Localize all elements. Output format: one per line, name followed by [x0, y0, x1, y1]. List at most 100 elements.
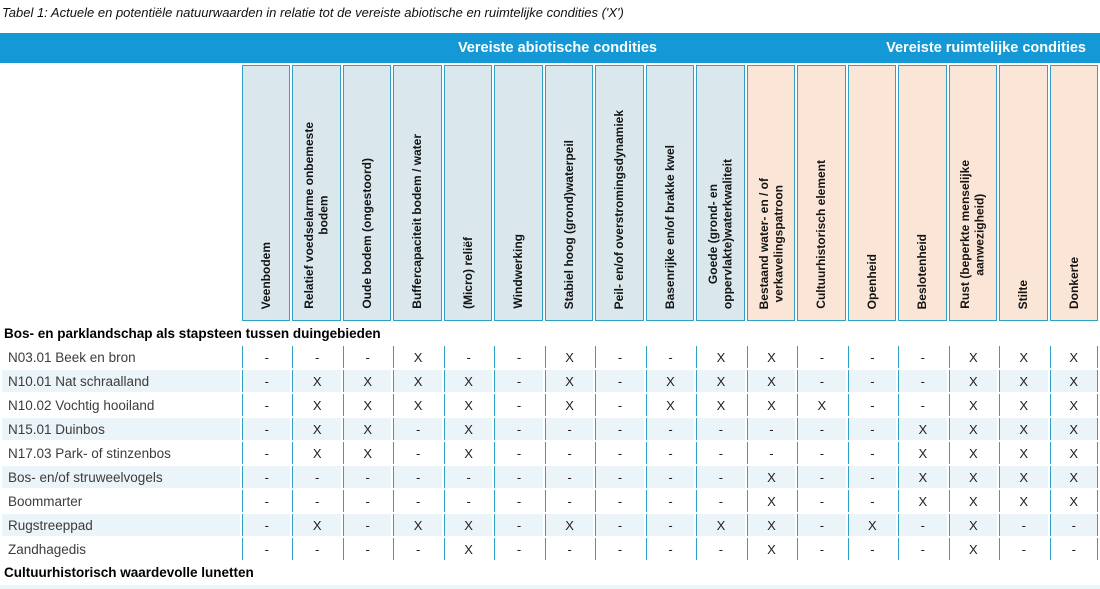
row-label: N10.02 Vochtig hooiland [8, 397, 155, 413]
conditions-matrix-table: Veenbodem Relatief voedselarme onbemeste … [0, 63, 1100, 585]
row-label: N03.01 Beek en bron [8, 349, 136, 365]
value-cell: - [696, 418, 744, 440]
value-cell: X [948, 418, 997, 440]
value-cell: - [797, 538, 845, 560]
value-cell: - [494, 514, 542, 536]
column-header-label: Basenrijke en/of brakke kwel [662, 144, 677, 309]
value-cell: X [292, 442, 340, 464]
value-cell: X [898, 490, 946, 512]
value-cell: X [999, 490, 1047, 512]
section-header: Cultuurhistorisch waardevolle lunetten [4, 565, 254, 580]
row-label: N15.01 Duinbos [8, 421, 105, 437]
value-cell: - [242, 490, 290, 512]
row-label: Rugstreeppad [8, 517, 93, 533]
value-cell: - [847, 418, 896, 440]
value-cell: X [696, 514, 744, 536]
value-cell: - [242, 418, 290, 440]
table-row: N03.01 Beek en bron - - - X - - X - - X X - - - X X X [2, 346, 1098, 368]
value-cell: - [393, 490, 441, 512]
value-cell: - [847, 370, 896, 392]
value-cell: X [292, 370, 340, 392]
value-cell: - [797, 466, 845, 488]
value-cell: X [696, 346, 744, 368]
value-cell: - [696, 490, 744, 512]
value-cell: X [393, 394, 441, 416]
value-cell: X [1049, 394, 1098, 416]
corner-cell [2, 65, 240, 321]
value-cell: - [898, 370, 946, 392]
value-cell: - [797, 442, 845, 464]
column-header: Goede (grond- en oppervlakte)waterkwalit… [696, 65, 745, 321]
condition-group-bar: Vereiste abiotische condities Vereiste r… [0, 33, 1100, 63]
value-cell: - [393, 466, 441, 488]
value-cell: - [242, 442, 290, 464]
value-cell: - [999, 538, 1047, 560]
value-cell: - [847, 346, 896, 368]
value-cell: X [746, 490, 795, 512]
value-cell: X [1049, 346, 1098, 368]
value-cell: X [696, 394, 744, 416]
value-cell: - [898, 514, 946, 536]
value-cell: - [494, 466, 542, 488]
value-cell: X [544, 394, 593, 416]
column-header: Rust (beperkte menselijke aanwezigheid) [948, 65, 998, 321]
value-cell: - [443, 346, 492, 368]
column-header: Cultuurhistorisch element [797, 65, 846, 321]
column-header: Stabiel hoog (grond)waterpeil [544, 65, 594, 321]
value-cell: X [746, 514, 795, 536]
value-cell: X [645, 394, 694, 416]
value-cell: - [645, 514, 694, 536]
value-cell: - [393, 442, 441, 464]
value-cell: - [645, 490, 694, 512]
value-cell: - [544, 490, 593, 512]
value-cell: - [544, 442, 593, 464]
column-header: Openheid [847, 65, 897, 321]
value-cell: - [595, 346, 643, 368]
value-cell: - [999, 514, 1047, 536]
value-cell: - [242, 466, 290, 488]
column-header: Stilte [999, 65, 1048, 321]
value-cell: X [292, 418, 340, 440]
value-cell: X [999, 394, 1047, 416]
section-header-row: Bos- en parklandschap als stapsteen tuss… [2, 323, 1098, 344]
value-cell: - [242, 370, 290, 392]
column-header: Beslotenheid [898, 65, 947, 321]
value-cell: X [544, 370, 593, 392]
value-cell: - [292, 538, 340, 560]
value-cell: - [797, 370, 845, 392]
value-cell: X [645, 370, 694, 392]
value-cell: - [595, 394, 643, 416]
column-header: Peil- en/of overstromingsdynamiek [595, 65, 644, 321]
value-cell: - [242, 394, 290, 416]
value-cell: - [696, 442, 744, 464]
value-cell: - [494, 418, 542, 440]
value-cell: X [443, 442, 492, 464]
value-cell: X [746, 538, 795, 560]
value-cell: - [595, 442, 643, 464]
value-cell: - [292, 490, 340, 512]
column-header-label: (Micro) reliëf [460, 236, 475, 309]
column-header-label: Goede (grond- en oppervlakte)waterkwalit… [706, 158, 735, 309]
value-cell: X [948, 346, 997, 368]
value-cell: X [342, 370, 391, 392]
value-cell: X [948, 394, 997, 416]
value-cell: - [847, 490, 896, 512]
value-cell: X [847, 514, 896, 536]
section-header: Bos- en parklandschap als stapsteen tuss… [4, 326, 381, 341]
value-cell: X [948, 442, 997, 464]
value-cell: - [797, 514, 845, 536]
value-cell: - [393, 418, 441, 440]
value-cell: X [898, 442, 946, 464]
value-cell: - [242, 514, 290, 536]
value-cell: X [999, 346, 1047, 368]
value-cell: X [1049, 442, 1098, 464]
column-header-label: Rust (beperkte menselijke aanwezigheid) [958, 160, 987, 309]
column-header-label: Bestaand water- en / of verkavelingspatr… [756, 177, 785, 309]
value-cell: X [443, 418, 492, 440]
value-cell: - [544, 418, 593, 440]
value-cell: X [746, 346, 795, 368]
column-header-label: Stabiel hoog (grond)waterpeil [561, 139, 576, 309]
row-label: Zandhagedis [8, 541, 87, 557]
column-header-label: Relatief voedselarme onbemeste bodem [302, 122, 331, 309]
column-header: Donkerte [1049, 65, 1098, 321]
